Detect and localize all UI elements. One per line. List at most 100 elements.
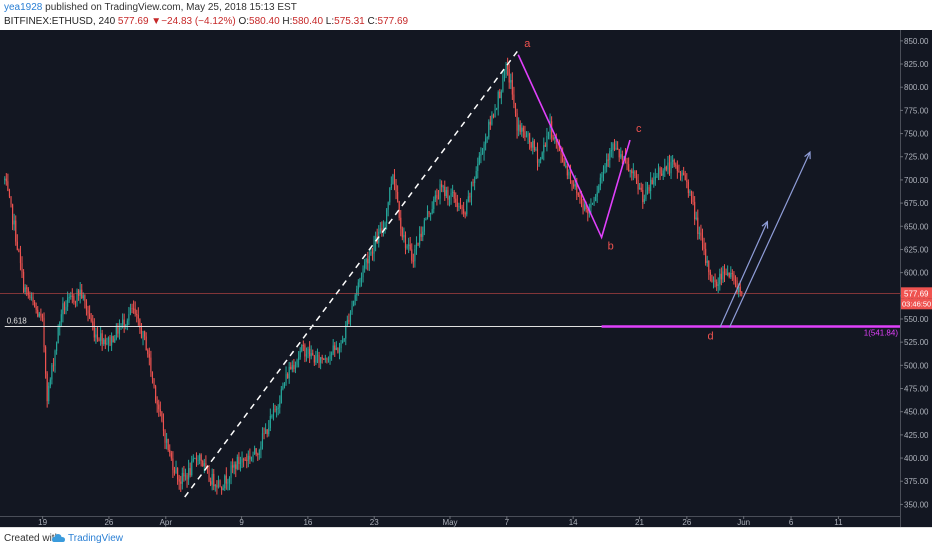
candle-body xyxy=(362,268,364,278)
candle-body xyxy=(401,228,403,238)
symbol-label: BITFINEX:ETHUSD, 240 xyxy=(4,16,116,27)
candle-body xyxy=(584,204,586,210)
chart-area[interactable]: 350.00 375.00 400.00 425.00 450.00 475.00 500.… xyxy=(0,30,932,527)
candle-body xyxy=(400,217,402,229)
candle-body xyxy=(26,287,28,289)
candle-body xyxy=(672,160,674,162)
candle-body xyxy=(85,301,88,311)
candle-body xyxy=(60,314,62,323)
candle-body xyxy=(266,429,268,435)
candle-body xyxy=(48,385,50,402)
candle-body xyxy=(210,481,212,485)
candle-body xyxy=(117,325,119,334)
candle-body xyxy=(472,182,474,184)
y-tick-label: 625.00 xyxy=(904,245,929,254)
candle-body xyxy=(609,151,611,161)
candle-body xyxy=(420,233,422,237)
candle-body xyxy=(529,133,531,143)
candle-body xyxy=(404,234,407,248)
candle-body xyxy=(290,366,292,370)
candle-body xyxy=(114,339,116,343)
y-tick-label: 425.00 xyxy=(904,431,929,440)
candle-body xyxy=(191,461,193,476)
candle-body xyxy=(395,184,397,192)
candle-body xyxy=(653,180,655,185)
candle-body xyxy=(415,243,418,250)
y-tick-label: 550.00 xyxy=(904,315,929,324)
y-tick-label: 700.00 xyxy=(904,176,929,185)
candle-body xyxy=(285,374,287,384)
x-tick-label: 26 xyxy=(104,518,113,527)
candle-body xyxy=(582,204,584,210)
candle-body xyxy=(610,149,612,152)
candle-body xyxy=(184,475,187,477)
candle-body xyxy=(118,327,121,334)
candle-body xyxy=(52,365,55,367)
candle-body xyxy=(40,313,42,316)
candle-body xyxy=(692,196,694,202)
candle-body xyxy=(43,317,45,347)
candle-body xyxy=(73,296,75,302)
candle-body xyxy=(294,364,297,369)
candle-body xyxy=(217,480,220,488)
open-value: 580.40 xyxy=(249,16,280,27)
x-tick-label: 11 xyxy=(834,518,843,527)
candle-body xyxy=(470,182,473,198)
candle-body xyxy=(725,273,727,275)
candle-body xyxy=(739,286,741,293)
candle-body xyxy=(4,178,6,180)
candle-body xyxy=(463,209,465,214)
candle-body xyxy=(131,308,133,310)
candle-body xyxy=(95,334,97,338)
candle-body xyxy=(238,456,240,465)
last-price: 577.69 xyxy=(117,16,149,27)
candle-body xyxy=(150,357,152,373)
x-tick-label: 16 xyxy=(303,518,312,527)
candle-body xyxy=(312,353,314,356)
tradingview-brand-link[interactable]: TradingView xyxy=(68,533,124,544)
candle-body xyxy=(272,409,275,416)
candle-body xyxy=(723,271,726,274)
candle-body xyxy=(8,190,11,197)
candle-body xyxy=(673,160,675,165)
candle-body xyxy=(607,159,609,161)
candle-body xyxy=(598,186,600,193)
candle-body xyxy=(626,161,628,165)
candle-body xyxy=(694,201,696,219)
candle-body xyxy=(134,308,136,314)
candle-body xyxy=(642,190,644,203)
candle-body xyxy=(192,458,194,462)
candle-body xyxy=(214,485,216,487)
candle-body xyxy=(302,345,304,347)
candle-body xyxy=(708,260,710,273)
candle-body xyxy=(445,190,447,197)
candle-body xyxy=(46,373,48,402)
username-link[interactable]: yea1928 xyxy=(4,2,43,13)
candle-body xyxy=(334,345,336,350)
candle-body xyxy=(596,192,598,197)
candle-body xyxy=(466,201,468,215)
candle-body xyxy=(675,164,677,166)
candle-body xyxy=(265,429,267,434)
candle-body xyxy=(239,462,242,465)
candle-body xyxy=(277,407,279,409)
last-price-badge-text: 577.69 xyxy=(904,289,929,298)
candle-body xyxy=(166,439,168,443)
candle-body xyxy=(202,460,204,467)
candle-body xyxy=(601,174,603,178)
candle-body xyxy=(687,182,689,193)
publish-line: yea1928 published on TradingView.com, Ma… xyxy=(4,2,297,13)
candle-body xyxy=(678,170,680,173)
candle-body xyxy=(67,298,69,307)
candle-body xyxy=(106,343,108,345)
candle-body xyxy=(640,187,642,191)
candle-body xyxy=(480,153,482,156)
candle-body xyxy=(422,231,424,237)
candle-body xyxy=(323,358,325,360)
last-price-badge xyxy=(901,287,932,299)
open-label: O: xyxy=(238,16,250,27)
candle-body xyxy=(522,127,524,132)
candle-body xyxy=(409,244,411,250)
candle-body xyxy=(428,211,430,215)
price-chart[interactable]: 350.00 375.00 400.00 425.00 450.00 475.00 500.… xyxy=(0,30,932,527)
